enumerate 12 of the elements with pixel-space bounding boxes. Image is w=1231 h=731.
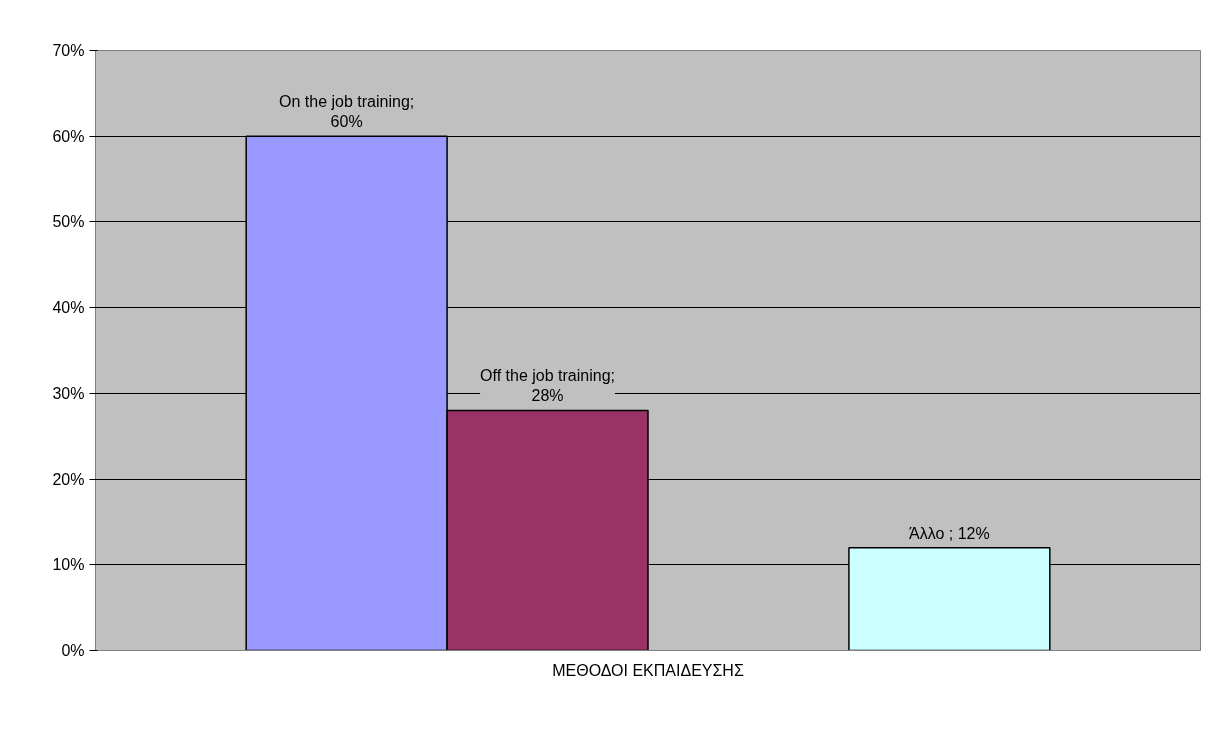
y-tick-label: 60% xyxy=(52,127,85,145)
y-tick-label: 50% xyxy=(52,213,85,231)
data-label: On the job training; 60% xyxy=(279,92,415,131)
y-tick-label: 10% xyxy=(52,556,85,574)
y-tick-label: 70% xyxy=(52,42,85,59)
y-tick-label: 40% xyxy=(52,299,85,317)
y-tick-label: 20% xyxy=(52,470,85,488)
y-tick-label: 30% xyxy=(52,384,85,402)
x-tick-label: ΜΕΘΟΔΟΙ ΕΚΠΑΙΔΕΥΣΗΣ xyxy=(552,661,744,679)
data-label: Άλλο ; 12% xyxy=(909,524,990,542)
data-label: Off the job training; 28% xyxy=(480,367,615,405)
y-tick-label: 0% xyxy=(61,642,85,659)
